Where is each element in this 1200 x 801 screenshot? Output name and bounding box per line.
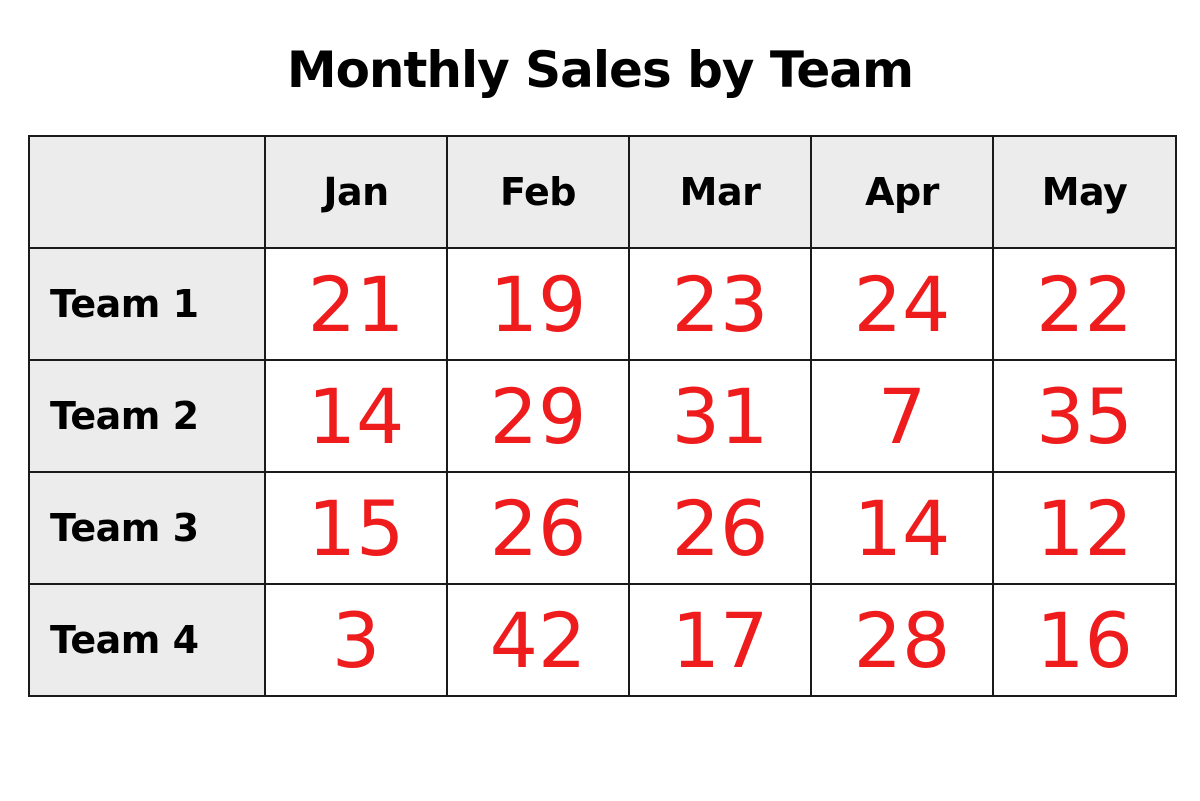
value-cell: 14 (264, 359, 448, 473)
column-header-may: May (992, 135, 1177, 249)
corner-cell (28, 135, 266, 249)
value-cell: 3 (264, 583, 448, 697)
table-row-team-1: Team 1 21 19 23 24 22 (28, 247, 1177, 361)
chart-title: Monthly Sales by Team (286, 41, 914, 99)
column-header-mar: Mar (628, 135, 812, 249)
value-cell: 21 (264, 247, 448, 361)
table-row-team-2: Team 2 14 29 31 7 35 (28, 359, 1177, 473)
value-cell: 14 (810, 471, 994, 585)
value-cell: 7 (810, 359, 994, 473)
column-header-apr: Apr (810, 135, 994, 249)
table-row-team-3: Team 3 15 26 26 14 12 (28, 471, 1177, 585)
row-header-team-4: Team 4 (28, 583, 266, 697)
row-header-team-2: Team 2 (28, 359, 266, 473)
value-cell: 15 (264, 471, 448, 585)
sales-table: Jan Feb Mar Apr May Team 1 21 19 23 24 2… (28, 135, 1177, 697)
value-cell: 29 (446, 359, 630, 473)
value-cell: 17 (628, 583, 812, 697)
value-cell: 23 (628, 247, 812, 361)
value-cell: 26 (446, 471, 630, 585)
header-row: Jan Feb Mar Apr May (28, 135, 1177, 249)
value-cell: 19 (446, 247, 630, 361)
value-cell: 26 (628, 471, 812, 585)
value-cell: 16 (992, 583, 1177, 697)
value-cell: 12 (992, 471, 1177, 585)
value-cell: 22 (992, 247, 1177, 361)
value-cell: 24 (810, 247, 994, 361)
value-cell: 35 (992, 359, 1177, 473)
value-cell: 28 (810, 583, 994, 697)
table-row-team-4: Team 4 3 42 17 28 16 (28, 583, 1177, 697)
value-cell: 42 (446, 583, 630, 697)
row-header-team-1: Team 1 (28, 247, 266, 361)
column-header-jan: Jan (264, 135, 448, 249)
column-header-feb: Feb (446, 135, 630, 249)
value-cell: 31 (628, 359, 812, 473)
row-header-team-3: Team 3 (28, 471, 266, 585)
